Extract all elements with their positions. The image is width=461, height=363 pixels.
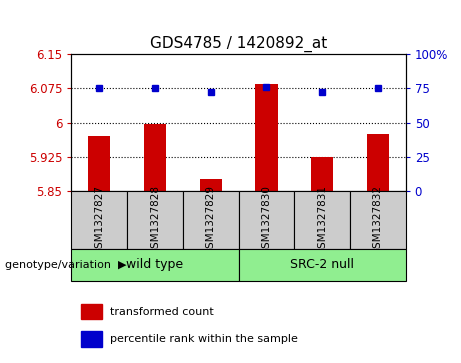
Bar — [82, 304, 101, 319]
Text: GSM1327831: GSM1327831 — [317, 185, 327, 254]
Text: SRC-2 null: SRC-2 null — [290, 258, 354, 272]
Bar — [127, 191, 183, 249]
Bar — [71, 249, 239, 281]
Bar — [238, 191, 294, 249]
Title: GDS4785 / 1420892_at: GDS4785 / 1420892_at — [150, 36, 327, 52]
Bar — [82, 331, 101, 347]
Bar — [183, 191, 238, 249]
Bar — [366, 134, 389, 191]
Text: GSM1327827: GSM1327827 — [95, 185, 104, 254]
Text: GSM1327830: GSM1327830 — [261, 185, 272, 254]
Bar — [71, 191, 127, 249]
Bar — [255, 84, 278, 191]
Bar — [238, 249, 406, 281]
Bar — [144, 124, 166, 191]
Text: GSM1327828: GSM1327828 — [150, 185, 160, 254]
Bar — [294, 191, 350, 249]
Text: GSM1327832: GSM1327832 — [373, 185, 383, 254]
Bar — [350, 191, 406, 249]
Bar — [200, 179, 222, 191]
Text: GSM1327829: GSM1327829 — [206, 185, 216, 254]
Text: wild type: wild type — [126, 258, 183, 272]
Bar — [311, 157, 333, 191]
Text: transformed count: transformed count — [110, 307, 213, 317]
Text: genotype/variation  ▶: genotype/variation ▶ — [5, 260, 126, 270]
Bar — [88, 136, 111, 191]
Text: percentile rank within the sample: percentile rank within the sample — [110, 334, 298, 344]
